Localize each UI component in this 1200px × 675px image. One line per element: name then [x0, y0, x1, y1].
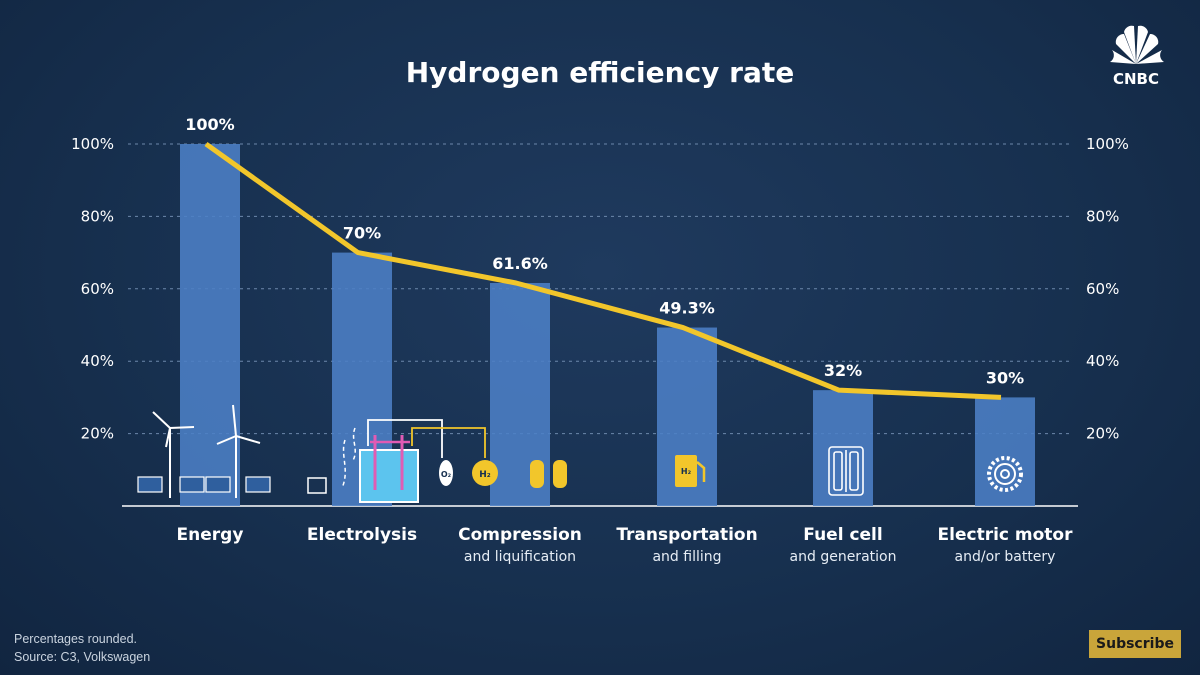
- category-label: Transportation: [616, 525, 757, 545]
- y-tick-label-right: 20%: [1086, 425, 1119, 443]
- pump-label: H₂: [681, 467, 692, 476]
- cnbc-logo: CNBC: [1110, 25, 1164, 88]
- gridlines: 20% 20% 40% 40% 60% 60% 80% 80% 100% 100%: [71, 135, 1129, 507]
- y-tick-label-left: 60%: [81, 280, 114, 298]
- category-label: Compression: [458, 525, 582, 545]
- y-tick-label-left: 100%: [71, 135, 114, 153]
- category-subtitle: and generation: [790, 549, 897, 565]
- category-subtitle: and filling: [652, 549, 721, 565]
- value-label: 61.6%: [492, 254, 548, 273]
- category-label: Electric motor: [938, 525, 1074, 545]
- y-tick-label-left: 40%: [81, 352, 114, 370]
- bar: [975, 397, 1035, 506]
- y-tick-label-right: 100%: [1086, 135, 1129, 153]
- bar: [813, 390, 873, 506]
- category-icons: O₂ H₂ H₂: [137, 404, 1023, 503]
- y-tick-label-left: 80%: [81, 207, 114, 225]
- value-label: 100%: [185, 115, 234, 134]
- category-subtitle: and/or battery: [955, 549, 1056, 565]
- hydrogen-tank-icon: [530, 460, 567, 488]
- electric-motor-icon: [987, 456, 1023, 492]
- logo-text: CNBC: [1113, 70, 1159, 88]
- y-tick-label-left: 20%: [81, 425, 114, 443]
- chart-title: Hydrogen efficiency rate: [406, 56, 795, 89]
- value-labels: 100% 70% 61.6% 49.3% 32% 30%: [185, 115, 1024, 387]
- y-tick-label-right: 60%: [1086, 280, 1119, 298]
- fuel-cell-icon: [828, 446, 864, 496]
- wind-turbine-solar-panel-icon: [137, 404, 271, 498]
- footnote-source: Source: C3, Volkswagen: [14, 650, 151, 664]
- bar: [180, 144, 240, 506]
- oxygen-label: O₂: [441, 470, 452, 479]
- category-label: Fuel cell: [803, 525, 882, 545]
- subscribe-button[interactable]: Subscribe: [1089, 630, 1181, 658]
- category-label: Energy: [177, 525, 244, 545]
- value-label: 70%: [343, 224, 381, 243]
- value-label: 30%: [986, 368, 1024, 387]
- y-tick-label-right: 80%: [1086, 207, 1119, 225]
- category-labels: Energy Electrolysis Compression and liquifi…: [177, 525, 1074, 565]
- value-label: 49.3%: [659, 299, 715, 318]
- y-tick-label-right: 40%: [1086, 352, 1119, 370]
- efficiency-trend-line: [204, 141, 1002, 400]
- footnote-rounded: Percentages rounded.: [14, 632, 138, 646]
- value-label: 32%: [824, 361, 862, 380]
- fuel-pump-icon: H₂: [675, 455, 706, 487]
- hydrogen-label: H₂: [479, 470, 491, 480]
- category-label: Electrolysis: [307, 525, 417, 545]
- bars: [180, 144, 1035, 506]
- electrolysis-icon: O₂ H₂: [307, 419, 498, 503]
- category-subtitle: and liquification: [464, 549, 576, 565]
